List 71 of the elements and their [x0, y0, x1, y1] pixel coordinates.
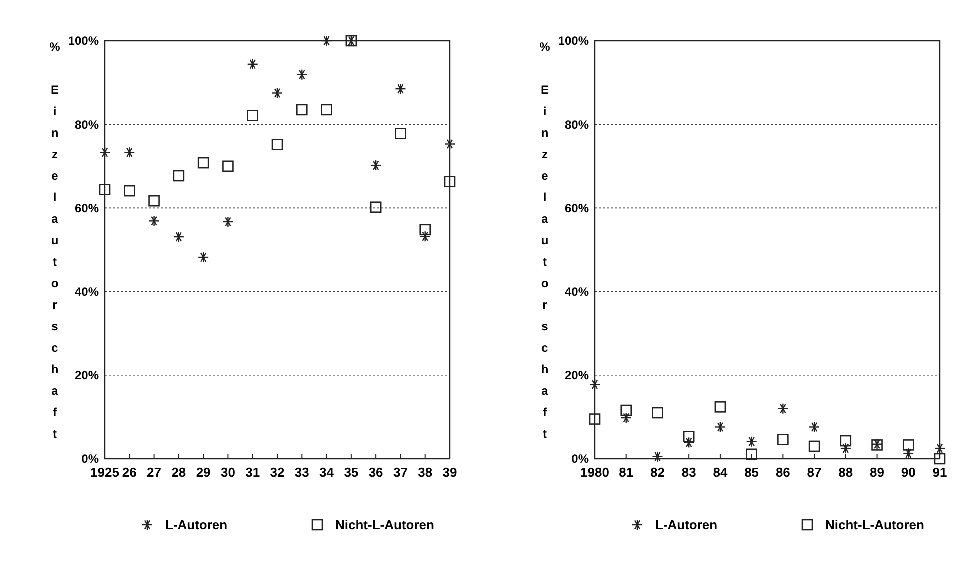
point	[444, 176, 456, 188]
x-tick-label: 81	[619, 465, 634, 480]
point	[902, 440, 914, 451]
y-tick-label: 0%	[572, 452, 590, 466]
y-tick-label: 80%	[74, 118, 100, 132]
point	[652, 407, 664, 419]
point	[198, 157, 210, 169]
point	[124, 185, 136, 197]
point	[321, 104, 332, 116]
x-tick-label: 32	[270, 465, 285, 480]
point	[173, 170, 185, 182]
y-tick-label: 20%	[564, 368, 590, 383]
point	[296, 104, 308, 116]
x-tick-label: 34	[320, 465, 335, 480]
x-tick-label: 85	[744, 465, 760, 480]
x-tick-label: 39	[442, 465, 458, 480]
point	[247, 110, 259, 122]
x-tick-label: 36	[368, 465, 384, 480]
x-tick-label: 30	[220, 465, 236, 480]
legend-label: L-Autoren	[656, 518, 718, 533]
x-tick-label: 91	[932, 465, 948, 480]
x-tick-label: 89	[870, 465, 885, 480]
legend-label: L-Autoren	[166, 518, 228, 533]
legend-label: Nicht-L-Autoren	[826, 518, 924, 533]
y-tick-label: 80%	[564, 118, 590, 132]
point	[148, 195, 160, 207]
x-tick-label: 1925	[90, 465, 120, 480]
x-tick-label: 86	[776, 465, 790, 480]
point	[420, 224, 432, 236]
text: % Einzelautorschaft	[540, 40, 550, 441]
x-tick-label: 29	[196, 465, 211, 480]
point	[370, 202, 382, 214]
x-tick-label: 88	[838, 465, 854, 480]
x-tick-label: 87	[807, 465, 822, 480]
point	[840, 435, 852, 447]
point	[99, 184, 111, 196]
point	[272, 139, 284, 150]
x-tick-label: 83	[682, 465, 696, 480]
y-tick-label: 0%	[82, 452, 100, 466]
x-tick-label: 35	[344, 465, 359, 480]
point	[589, 414, 601, 425]
x-tick-label: 33	[294, 465, 310, 480]
legend-label: Nicht-L-Autoren	[336, 518, 434, 533]
text: % Einzelautorschaft	[50, 40, 60, 441]
x-tick-label: 1980	[580, 465, 610, 480]
x-tick-label: 28	[172, 465, 186, 480]
point	[934, 453, 946, 465]
y-tick-label: 40%	[74, 285, 100, 299]
y-tick-label: 100%	[558, 34, 590, 48]
point	[222, 160, 234, 172]
point	[346, 35, 358, 47]
x-tick-label: 37	[393, 465, 408, 480]
y-tick-label: 20%	[74, 368, 100, 383]
point	[808, 440, 820, 452]
x-tick-label: 90	[901, 465, 916, 480]
y-tick-label: 60%	[564, 201, 590, 216]
point	[714, 402, 726, 413]
y-tick-label: 100%	[68, 34, 100, 48]
x-tick-label: 38	[418, 465, 433, 480]
point	[746, 448, 758, 460]
x-tick-label: 82	[650, 465, 665, 480]
x-tick-label: 26	[122, 465, 137, 480]
point	[620, 404, 632, 416]
point	[395, 128, 406, 140]
x-tick-label: 27	[147, 465, 162, 480]
x-tick-label: 31	[246, 465, 260, 480]
x-tick-label: 84	[713, 465, 728, 480]
y-tick-label: 60%	[74, 201, 100, 216]
point	[778, 434, 789, 446]
y-tick-label: 40%	[564, 285, 590, 299]
point	[683, 431, 695, 442]
